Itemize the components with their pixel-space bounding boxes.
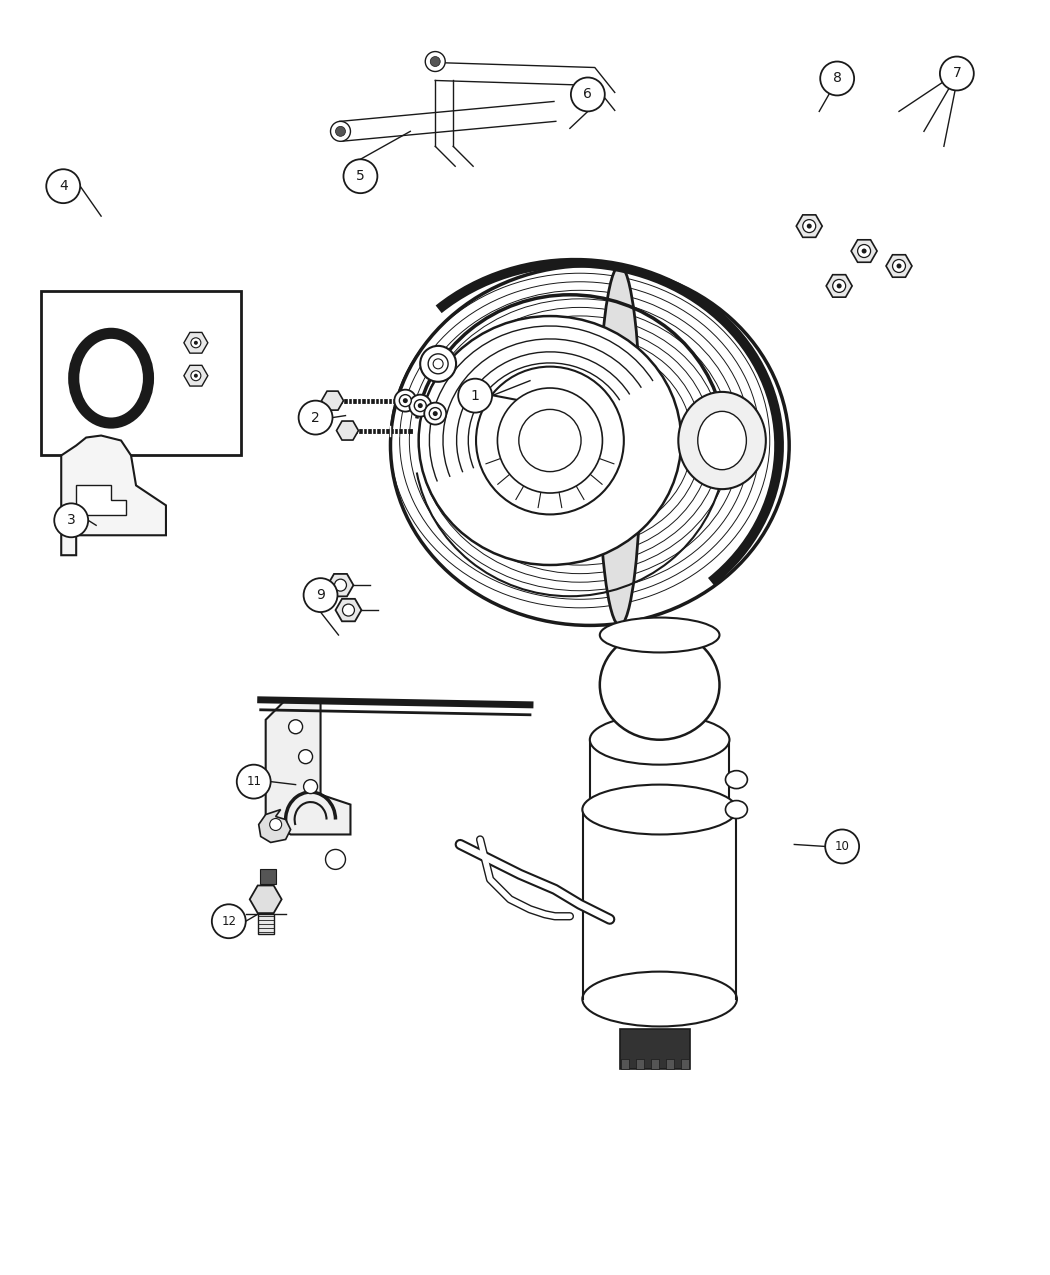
Circle shape [434,358,443,368]
Bar [257,914,274,935]
Text: 10: 10 [835,840,849,853]
Circle shape [194,340,197,344]
Text: 7: 7 [952,66,961,80]
Ellipse shape [678,391,765,490]
Circle shape [303,578,337,612]
Ellipse shape [598,265,642,626]
Circle shape [571,78,605,111]
Circle shape [429,408,441,419]
Circle shape [428,354,448,374]
Polygon shape [266,700,351,834]
Circle shape [858,245,870,258]
Circle shape [336,126,345,136]
Bar [666,1058,674,1068]
Polygon shape [620,1029,690,1068]
Circle shape [806,223,812,228]
Bar [651,1058,658,1068]
Circle shape [415,399,426,412]
Circle shape [897,264,902,269]
Circle shape [498,388,603,493]
Circle shape [803,219,816,232]
Text: 4: 4 [59,180,67,194]
Polygon shape [61,436,166,555]
Polygon shape [259,870,276,885]
Text: 12: 12 [222,914,236,928]
Bar [680,1058,689,1068]
Circle shape [326,849,345,870]
Circle shape [191,371,201,381]
Bar [41,291,240,455]
Circle shape [424,403,446,425]
Ellipse shape [84,344,139,412]
Bar [635,1058,644,1068]
Circle shape [298,400,333,435]
Ellipse shape [419,316,681,565]
Circle shape [399,395,412,407]
Circle shape [940,56,973,91]
Ellipse shape [600,617,719,653]
Circle shape [236,765,271,798]
Text: 1: 1 [470,389,480,403]
Polygon shape [77,486,126,515]
Circle shape [418,403,423,408]
Text: 11: 11 [246,775,261,788]
Circle shape [420,346,456,381]
Circle shape [403,398,407,403]
Polygon shape [258,810,291,843]
Ellipse shape [698,412,747,469]
Ellipse shape [583,972,737,1026]
Circle shape [331,121,351,142]
Circle shape [833,279,845,292]
Circle shape [410,395,432,417]
Circle shape [825,830,859,863]
Ellipse shape [590,715,730,765]
Circle shape [433,411,438,416]
Circle shape [342,604,355,616]
Circle shape [212,904,246,938]
Circle shape [519,409,581,472]
Ellipse shape [726,770,748,789]
Circle shape [476,367,624,514]
Circle shape [270,819,281,830]
Circle shape [820,61,854,96]
Circle shape [862,249,866,254]
Circle shape [892,260,905,273]
Text: 2: 2 [311,411,320,425]
Circle shape [343,159,377,194]
Ellipse shape [600,630,719,740]
Text: 5: 5 [356,170,364,184]
Circle shape [289,720,302,733]
Circle shape [837,283,842,288]
Circle shape [55,504,88,537]
Text: 6: 6 [584,88,592,102]
Circle shape [458,379,492,413]
Text: 8: 8 [833,71,842,85]
Circle shape [298,750,313,764]
Ellipse shape [391,265,790,626]
Bar [621,1058,629,1068]
Circle shape [303,779,317,793]
Text: 9: 9 [316,588,326,602]
Circle shape [425,51,445,71]
Circle shape [460,385,468,393]
Circle shape [395,390,416,412]
Ellipse shape [583,784,737,834]
Circle shape [335,579,346,592]
Circle shape [191,338,201,348]
Ellipse shape [726,801,748,819]
Circle shape [46,170,80,203]
Circle shape [194,374,197,377]
Text: 3: 3 [67,514,76,528]
Circle shape [430,56,440,66]
